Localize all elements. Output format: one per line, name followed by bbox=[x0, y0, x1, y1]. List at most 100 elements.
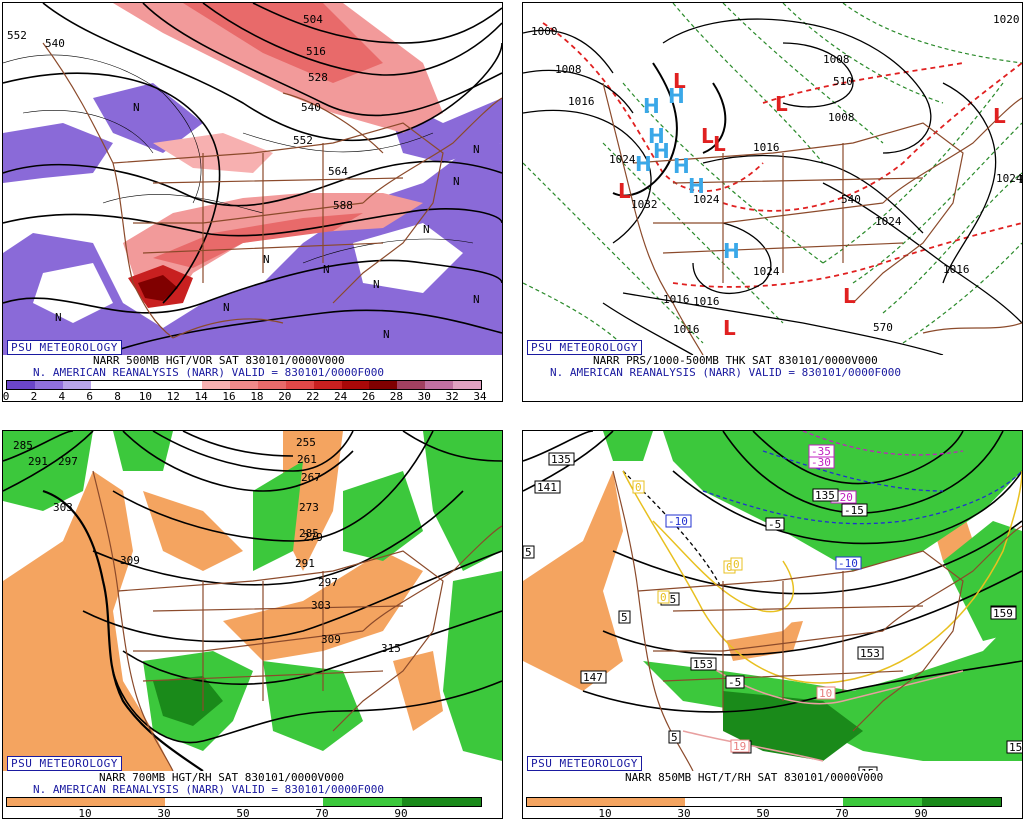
contour-label: 147 bbox=[583, 671, 603, 684]
contour-label: 297 bbox=[58, 455, 78, 468]
colorbar-tick: 90 bbox=[914, 807, 928, 819]
colorbar-swatch bbox=[425, 381, 453, 389]
panel-title-line2: N. AMERICAN REANALYSIS (NARR) VALID = 83… bbox=[33, 783, 384, 796]
colorbar-swatch bbox=[62, 381, 91, 389]
high-pressure-marker: H bbox=[688, 174, 705, 198]
contour-label: 135 bbox=[815, 489, 835, 502]
colorbar-tick: 12 bbox=[166, 390, 180, 402]
contour-label: N bbox=[263, 253, 270, 266]
contour-label: 1016 bbox=[568, 95, 595, 108]
contour-label: 5 bbox=[525, 546, 532, 559]
contour-label: 1024 bbox=[693, 193, 720, 206]
contour-label: 540 bbox=[301, 101, 321, 114]
colorbar-swatch bbox=[764, 798, 843, 806]
colorbar-tick: 18 bbox=[250, 390, 264, 402]
rh850-colorbar-ticks: 10 30 50 70 90 bbox=[526, 807, 1000, 818]
colorbar-tick: 70 bbox=[835, 807, 849, 819]
contour-label: N bbox=[423, 223, 430, 236]
contour-label: 309 bbox=[321, 633, 341, 646]
colorbar-swatch bbox=[230, 381, 258, 389]
contour-label: N bbox=[323, 263, 330, 276]
contour-label: 552 bbox=[7, 29, 27, 42]
low-pressure-marker: L bbox=[673, 69, 686, 93]
contour-label: 1020 bbox=[993, 13, 1020, 26]
contour-label: 315 bbox=[381, 642, 401, 655]
vorticity-colorbar-ticks: 0 2 4 6 8 10 12 14 16 18 20 22 24 26 28 30 32 34 bbox=[3, 390, 487, 402]
colorbar-tick: 30 bbox=[417, 390, 431, 402]
colorbar-swatch bbox=[7, 381, 35, 389]
contour-label: 1024 bbox=[875, 215, 902, 228]
label-box bbox=[632, 480, 645, 494]
contour-label: 261 bbox=[297, 453, 317, 466]
contour-label: 297 bbox=[318, 576, 338, 589]
colorbar-swatch bbox=[146, 381, 175, 389]
high-pressure-marker: H bbox=[635, 152, 652, 176]
rh700-colorbar bbox=[6, 797, 482, 807]
contour-label: 1008 bbox=[555, 63, 582, 76]
vorticity-map: 552 540 504 516 528 540 552 564 588 N N N N N N N N N N N bbox=[3, 3, 502, 355]
colorbar-tick: 28 bbox=[389, 390, 403, 402]
contour-label: 528 bbox=[308, 71, 328, 84]
contour-label: 588 bbox=[333, 199, 353, 212]
rh850-map: 135141147153159153555151515-5-5-10-10-15… bbox=[523, 431, 1022, 771]
panel-700mb-relative-humidity: 285 291 297 303 309 255 261 267 273 279 285 291 297 3… bbox=[2, 430, 503, 819]
colorbar-swatch bbox=[453, 381, 481, 389]
contour-label: 564 bbox=[328, 165, 348, 178]
colorbar-tick: 16 bbox=[222, 390, 236, 402]
label-box bbox=[725, 675, 745, 689]
label-box bbox=[730, 557, 743, 571]
colorbar-swatch bbox=[86, 798, 165, 806]
contour-label: -15 bbox=[844, 504, 864, 517]
label-box bbox=[858, 766, 878, 771]
colorbar-swatch bbox=[527, 798, 606, 806]
panel-title-line2: N. AMERICAN REANALYSIS (NARR) VALID = 83… bbox=[33, 366, 384, 379]
contour-label: -5 bbox=[728, 676, 741, 689]
high-pressure-marker: H bbox=[653, 139, 670, 163]
colorbar-tick: 70 bbox=[315, 807, 329, 819]
colorbar-swatch bbox=[285, 381, 314, 389]
contour-label: N bbox=[473, 143, 480, 156]
contour-label: 540 bbox=[841, 193, 861, 206]
low-pressure-marker: L bbox=[701, 124, 714, 148]
colorbar-tick: 20 bbox=[278, 390, 292, 402]
colorbar-swatch bbox=[244, 798, 323, 806]
low-pressure-marker: L bbox=[618, 179, 631, 203]
colorbar-swatch bbox=[843, 798, 922, 806]
contour-label: 1016 bbox=[693, 295, 720, 308]
contour-label: -30 bbox=[811, 456, 831, 469]
colorbar-swatch bbox=[118, 381, 147, 389]
contour-label: 135 bbox=[551, 453, 571, 466]
colorbar-tick: 6 bbox=[86, 390, 93, 402]
contour-label: 504 bbox=[303, 13, 323, 26]
contour-label: 1000 bbox=[531, 25, 558, 38]
colorbar-swatch bbox=[257, 381, 286, 389]
credit-label: PSU METEOROLOGY bbox=[527, 756, 642, 771]
credit-label: PSU METEOROLOGY bbox=[7, 340, 122, 355]
colorbar-tick: 10 bbox=[138, 390, 153, 402]
colorbar-tick: 30 bbox=[157, 807, 171, 819]
panel-sea-level-pressure-thickness: 1000 1008 1016 1024 1032 1008 1016 1024 1024 1016… bbox=[522, 2, 1023, 402]
contour-label: 516 bbox=[306, 45, 326, 58]
contour-label: -35 bbox=[811, 445, 831, 458]
colorbar-swatch bbox=[685, 798, 764, 806]
contour-label: 15 bbox=[1009, 741, 1022, 754]
contour-label: 1008 bbox=[828, 111, 855, 124]
contour-label: -10 bbox=[668, 515, 688, 528]
colorbar-swatch bbox=[606, 798, 685, 806]
contour-label: 510 bbox=[833, 75, 853, 88]
contour-label: 552 bbox=[293, 134, 313, 147]
contour-label: 303 bbox=[53, 501, 73, 514]
colorbar-tick: 4 bbox=[58, 390, 66, 402]
contour-label: 159 bbox=[993, 607, 1013, 620]
colorbar-swatch bbox=[397, 381, 426, 389]
colorbar-swatch bbox=[174, 381, 203, 389]
contour-label: N bbox=[133, 101, 140, 114]
low-pressure-marker: L bbox=[993, 104, 1006, 128]
contour-label: 153 bbox=[860, 647, 880, 660]
label-box bbox=[730, 739, 750, 753]
colorbar-tick: 10 bbox=[78, 807, 92, 819]
contour-label: 1024 bbox=[753, 265, 780, 278]
colorbar-tick: 50 bbox=[756, 807, 770, 819]
contour-label: 153 bbox=[693, 658, 713, 671]
